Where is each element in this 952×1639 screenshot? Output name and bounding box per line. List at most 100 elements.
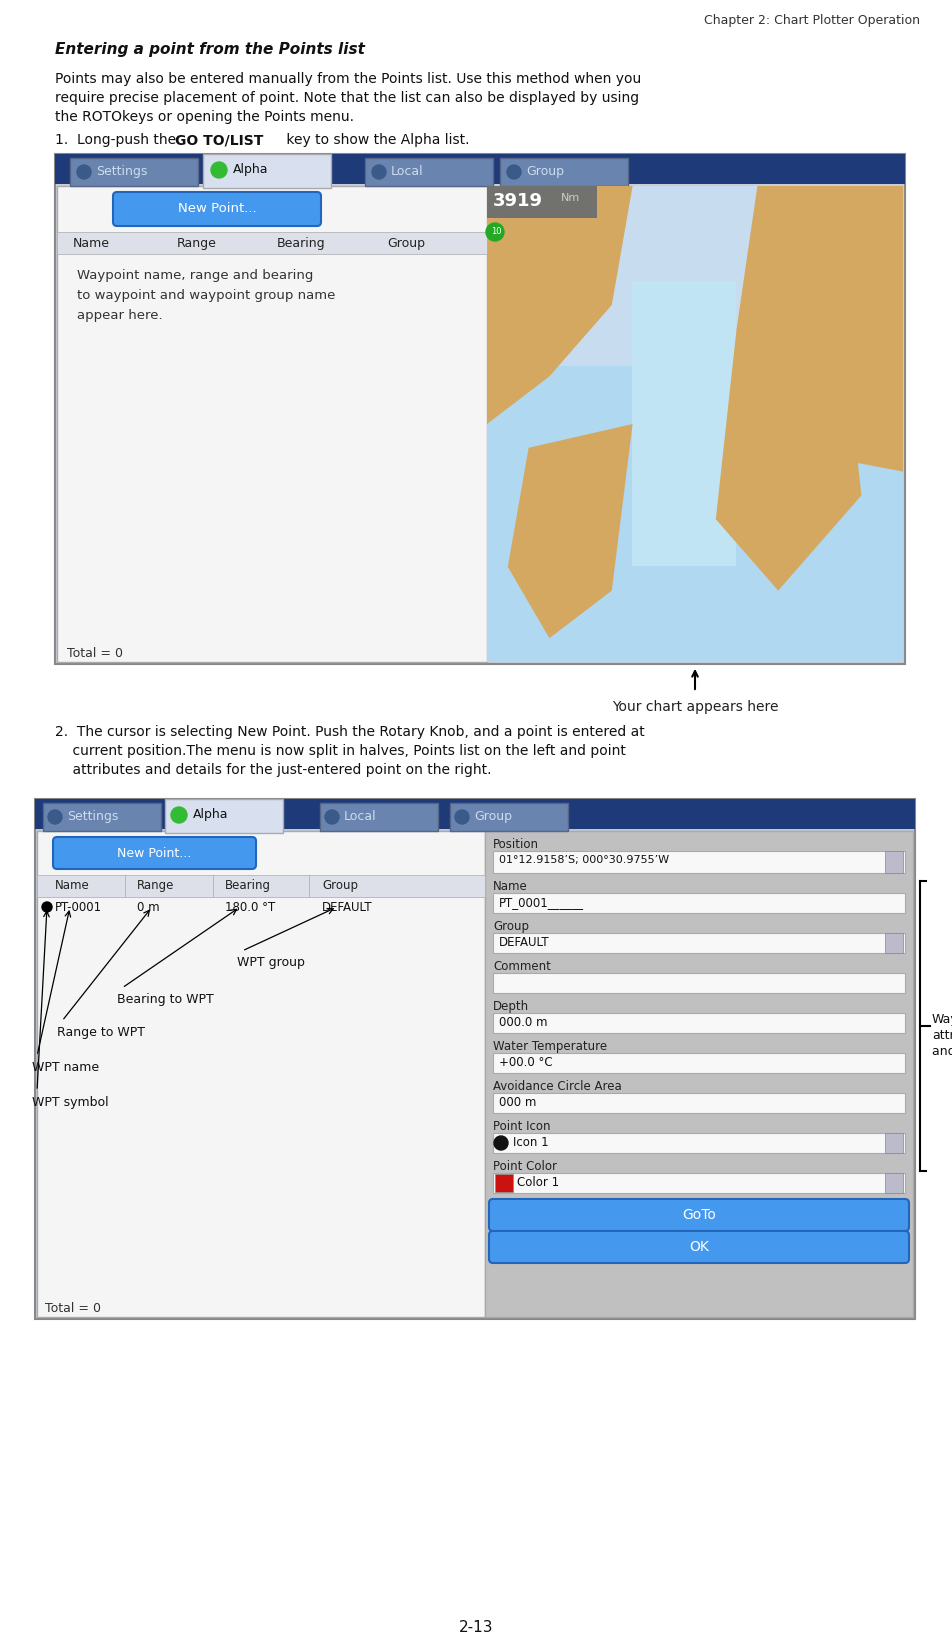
Text: PT_0001______: PT_0001______ — [499, 895, 584, 908]
Bar — [55, 156, 905, 664]
Text: Range to WPT: Range to WPT — [57, 1026, 145, 1039]
Text: Range: Range — [177, 238, 217, 249]
Text: New Point...: New Point... — [117, 846, 191, 859]
Bar — [493, 1093, 905, 1113]
Text: Waypoint name, range and bearing: Waypoint name, range and bearing — [77, 269, 313, 282]
Bar — [35, 800, 915, 829]
Text: 180.0 °T: 180.0 °T — [225, 900, 275, 913]
Text: Position: Position — [493, 838, 539, 851]
Text: to waypoint and waypoint group name: to waypoint and waypoint group name — [77, 288, 335, 302]
Text: 3919: 3919 — [493, 192, 543, 210]
Text: Name: Name — [55, 879, 89, 892]
Text: Bearing: Bearing — [277, 238, 326, 249]
Text: DEFAULT: DEFAULT — [322, 900, 372, 913]
Text: Name: Name — [73, 238, 110, 249]
Text: and details: and details — [932, 1044, 952, 1057]
Bar — [203, 156, 331, 188]
Bar — [165, 800, 283, 834]
Polygon shape — [507, 425, 632, 639]
Text: Settings: Settings — [67, 810, 118, 823]
Text: WPT name: WPT name — [32, 1060, 99, 1074]
Bar — [37, 875, 485, 898]
Text: Color 1: Color 1 — [517, 1175, 559, 1188]
Bar — [320, 803, 438, 831]
Bar — [55, 156, 905, 185]
FancyBboxPatch shape — [53, 838, 256, 869]
Text: GoTo: GoTo — [682, 1208, 716, 1221]
Text: appear here.: appear here. — [77, 308, 163, 321]
Bar — [485, 831, 913, 1318]
Text: Total = 0: Total = 0 — [67, 647, 123, 659]
Text: attributes: attributes — [932, 1028, 952, 1041]
Text: Settings: Settings — [96, 166, 148, 179]
Bar — [450, 803, 568, 831]
Circle shape — [77, 166, 91, 180]
Bar — [43, 803, 161, 831]
Text: GO TO/LIST: GO TO/LIST — [175, 133, 264, 148]
Bar — [885, 934, 903, 954]
Text: New Point...: New Point... — [178, 202, 256, 215]
Text: +00.0 °C: +00.0 °C — [499, 1056, 552, 1069]
Circle shape — [507, 166, 521, 180]
Text: Group: Group — [322, 879, 358, 892]
FancyBboxPatch shape — [489, 1231, 909, 1264]
Bar — [70, 159, 198, 187]
Text: Avoidance Circle Area: Avoidance Circle Area — [493, 1080, 622, 1092]
Bar — [487, 187, 903, 662]
Text: Range: Range — [137, 879, 174, 892]
Bar — [493, 1133, 905, 1154]
Bar — [632, 282, 736, 567]
Text: 2-13: 2-13 — [459, 1619, 493, 1634]
Bar — [493, 1054, 905, 1074]
Text: Local: Local — [344, 810, 377, 823]
Polygon shape — [487, 187, 632, 425]
Text: Your chart appears here: Your chart appears here — [612, 700, 778, 713]
Bar — [37, 831, 485, 1318]
Polygon shape — [716, 306, 862, 592]
Text: Points may also be entered manually from the Points list. Use this method when y: Points may also be entered manually from… — [55, 72, 642, 85]
Circle shape — [455, 811, 469, 824]
Bar — [493, 934, 905, 954]
Text: 01°12.9158’S; 000°30.9755’W: 01°12.9158’S; 000°30.9755’W — [499, 854, 669, 864]
Text: PT-0001: PT-0001 — [55, 900, 102, 913]
Text: 000.0 m: 000.0 m — [499, 1016, 547, 1028]
Text: attributes and details for the just-entered point on the right.: attributes and details for the just-ente… — [55, 762, 491, 777]
Text: key to show the Alpha list.: key to show the Alpha list. — [282, 133, 469, 148]
Text: Bearing to WPT: Bearing to WPT — [117, 992, 214, 1005]
Circle shape — [48, 811, 62, 824]
Bar — [493, 893, 905, 913]
Bar — [57, 233, 487, 254]
Circle shape — [494, 1136, 508, 1151]
Text: Point Icon: Point Icon — [493, 1119, 550, 1133]
Text: require precise placement of point. Note that the list can also be displayed by : require precise placement of point. Note… — [55, 90, 639, 105]
Text: Entering a point from the Points list: Entering a point from the Points list — [55, 43, 365, 57]
Text: 0 m: 0 m — [137, 900, 160, 913]
Text: Group: Group — [526, 166, 564, 179]
Bar — [885, 1174, 903, 1193]
Text: Depth: Depth — [493, 1000, 529, 1013]
Text: Local: Local — [391, 166, 424, 179]
Text: 000 m: 000 m — [499, 1095, 536, 1108]
Bar — [365, 159, 493, 187]
Circle shape — [42, 903, 52, 913]
Text: the ROTOkeys or opening the Points menu.: the ROTOkeys or opening the Points menu. — [55, 110, 354, 125]
Text: Group: Group — [493, 919, 529, 933]
Text: 2.  The cursor is selecting New Point. Push the Rotary Knob, and a point is ente: 2. The cursor is selecting New Point. Pu… — [55, 724, 645, 739]
Text: Water Temperature: Water Temperature — [493, 1039, 607, 1052]
Bar — [493, 852, 905, 874]
Bar — [885, 852, 903, 874]
FancyBboxPatch shape — [489, 1200, 909, 1231]
Text: Nm: Nm — [561, 193, 581, 203]
Bar — [500, 159, 628, 187]
Text: WPT group: WPT group — [237, 956, 305, 969]
Text: current position.​The menu is now split in halves, Points list on the left and p: current position.​The menu is now split … — [55, 744, 625, 757]
Text: WPT symbol: WPT symbol — [32, 1095, 109, 1108]
Bar — [35, 800, 915, 1319]
Bar — [495, 1174, 513, 1192]
Text: Alpha: Alpha — [193, 808, 228, 821]
Circle shape — [171, 808, 187, 823]
Bar — [493, 974, 905, 993]
Text: Point Color: Point Color — [493, 1159, 557, 1172]
Bar — [487, 187, 597, 220]
Text: Alpha: Alpha — [233, 162, 268, 175]
